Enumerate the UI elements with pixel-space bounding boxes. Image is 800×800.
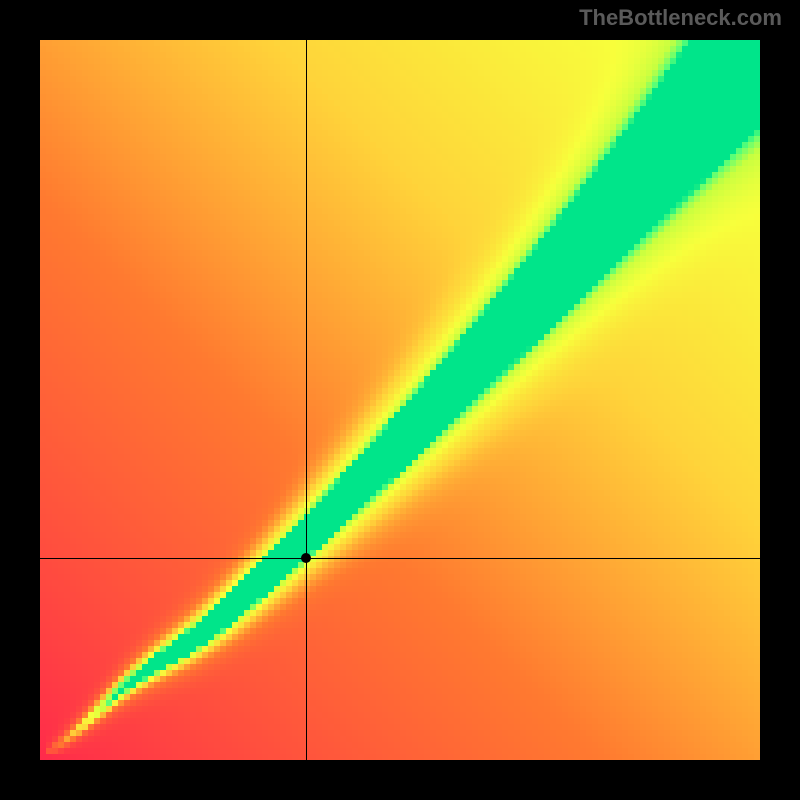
crosshair-vertical bbox=[306, 40, 307, 760]
crosshair-horizontal bbox=[40, 558, 760, 559]
heatmap-canvas bbox=[40, 40, 760, 760]
selection-marker-dot bbox=[301, 553, 311, 563]
watermark-text: TheBottleneck.com bbox=[579, 5, 782, 31]
bottleneck-heatmap bbox=[40, 40, 760, 760]
